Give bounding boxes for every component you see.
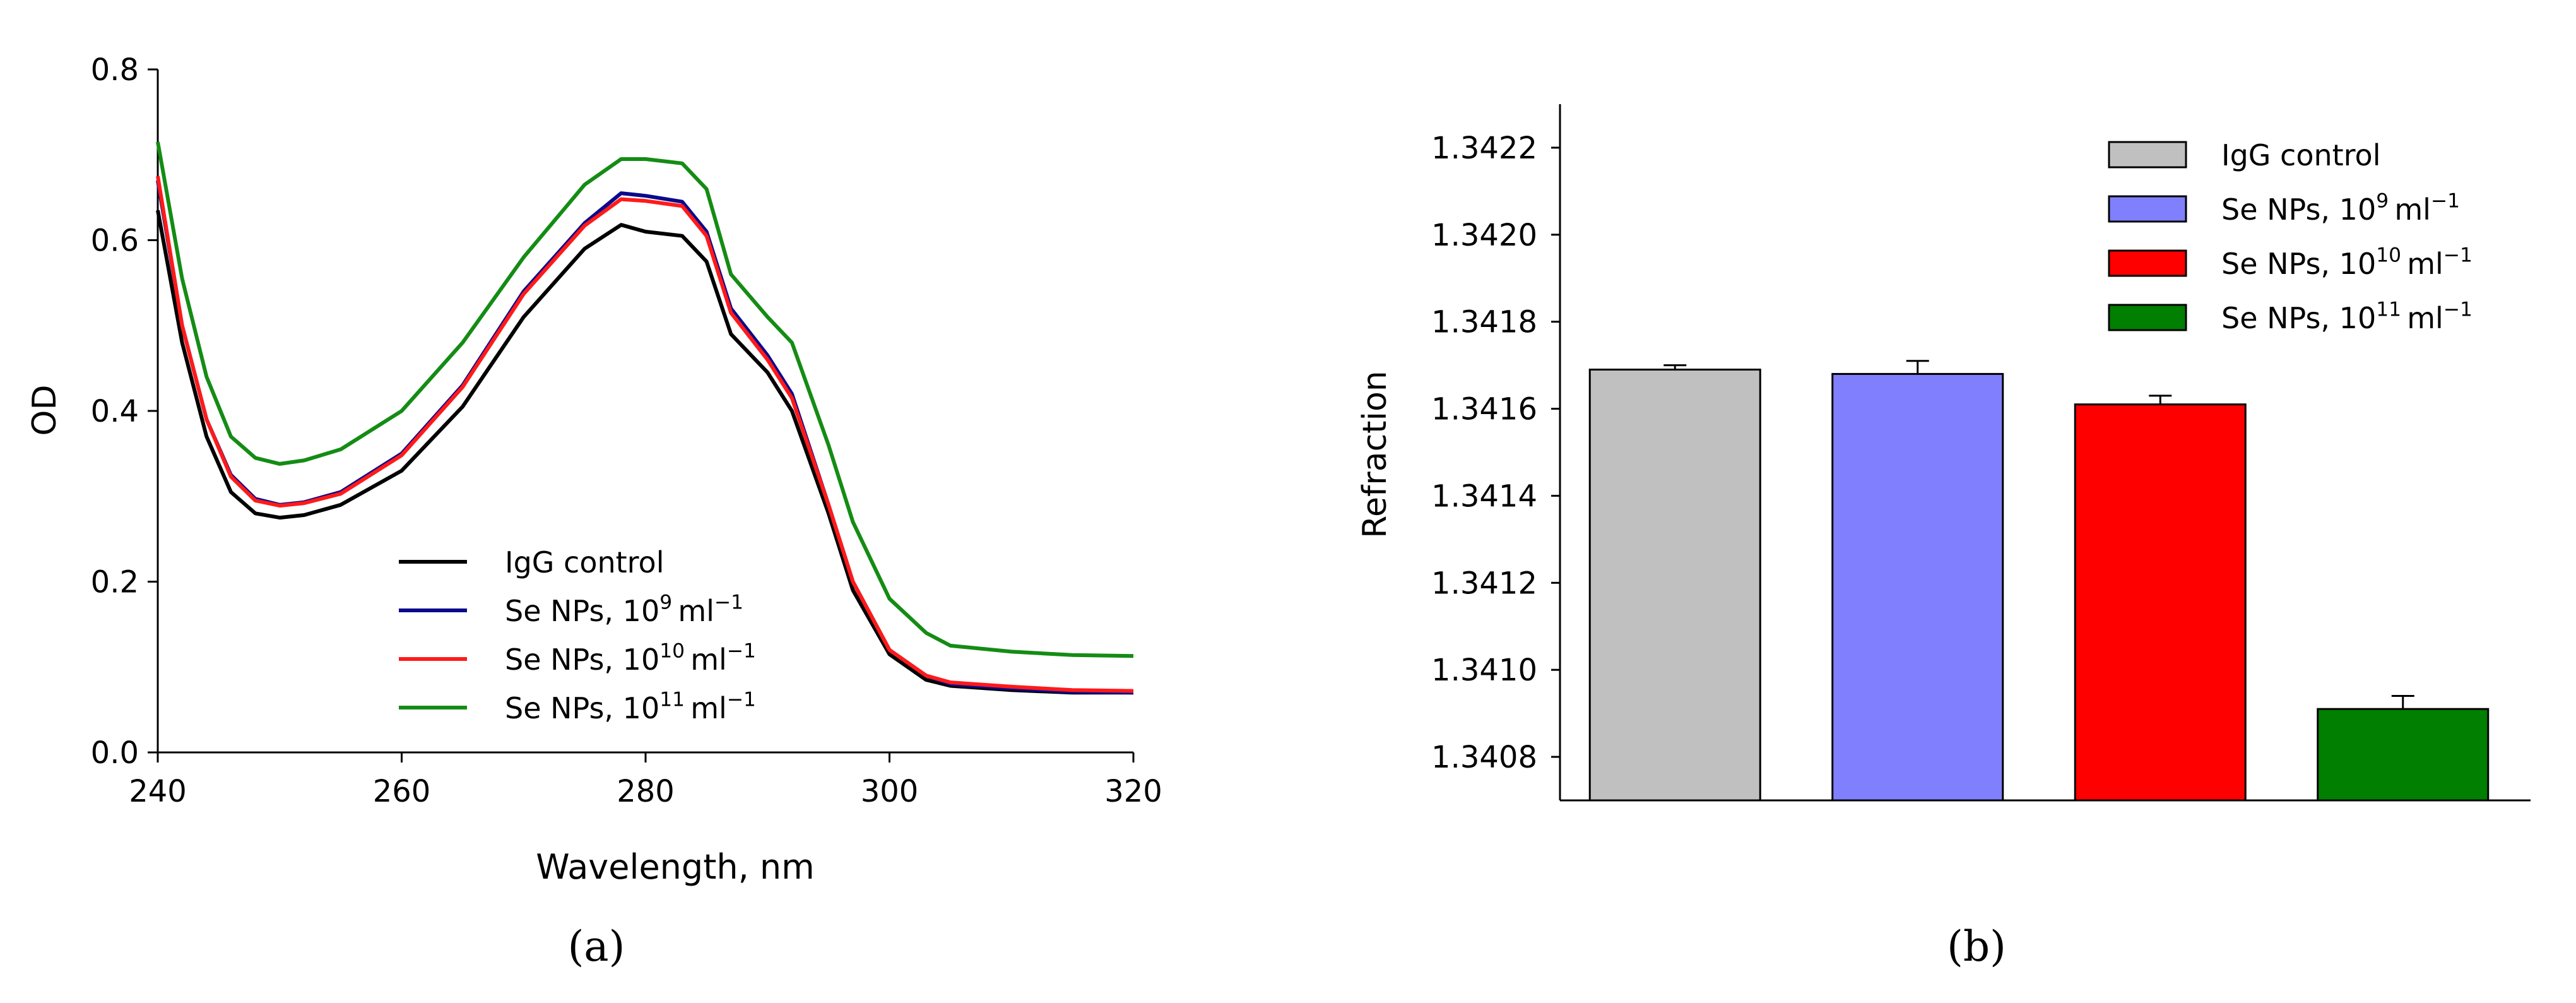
panel-b-legend-label-3: Se NPs, 1010 ml−1 [2221, 244, 2473, 281]
panel-b-legend-label-1: IgG control [2221, 138, 2380, 172]
panel-a-y-tick-label: 0.2 [91, 565, 139, 600]
panel-a-ylabel: OD [26, 385, 64, 436]
panel-b-ylabel: Refraction [1356, 371, 1394, 538]
panel-b-legend-swatch-2 [2109, 196, 2186, 222]
panel-b-legend-swatch-4 [2109, 305, 2186, 330]
panel-a-caption: (a) [568, 922, 625, 971]
panel-b-legend-swatch-3 [2109, 251, 2186, 276]
panel-a-y-tick-label: 0.8 [91, 52, 139, 88]
panel-b-y-tick-label: 1.3422 [1431, 131, 1537, 166]
panel-a-legend-label-1: IgG control [505, 545, 664, 579]
panel-a-legend-label-3: Se NPs, 1010 ml−1 [505, 640, 756, 677]
panel-b-legend-label-2: Se NPs, 109 ml−1 [2221, 190, 2460, 227]
panel-b-y-tick-label: 1.3418 [1431, 305, 1537, 340]
panel-a-y-tick-label: 0.6 [91, 223, 139, 259]
panel-a-x-tick-label: 300 [861, 774, 919, 809]
panel-a-x-tick-label: 260 [373, 774, 431, 809]
panel-b-y-tick-label: 1.3414 [1431, 478, 1537, 514]
panel-b-caption: (b) [1947, 922, 2006, 971]
panel-b-legend-label-4: Se NPs, 1011 ml−1 [2221, 299, 2473, 335]
panel-b-bar-1 [1590, 370, 1760, 800]
panel-a-legend-label-2: Se NPs, 109 ml−1 [505, 591, 743, 628]
panel-b-y-tick-label: 1.3410 [1431, 653, 1537, 688]
panel-a-x-tick-label: 320 [1104, 774, 1162, 809]
panel-a-legend-label-4: Se NPs, 1011 ml−1 [505, 689, 756, 725]
panel-b-y-tick-label: 1.3416 [1431, 392, 1537, 427]
panel-b-bar-3 [2075, 405, 2245, 800]
panel-b-bar-chart: Refraction (b) 1.3408 1.3410 1.3412 1.3414 1… [1356, 104, 2531, 971]
panel-b-y-tick-label: 1.3420 [1431, 218, 1537, 253]
panel-a-y-tick-label: 0.4 [91, 394, 139, 429]
panel-b-y-tick-label: 1.3408 [1431, 740, 1537, 775]
panel-b-y-tick-label: 1.3412 [1431, 566, 1537, 601]
panel-b-bar-2 [1833, 374, 2003, 800]
panel-a-line-chart: OD Wavelength, nm (a) 0.0 0.2 0.4 0.6 0.8 240… [26, 52, 1162, 971]
panel-b-legend-swatch-1 [2109, 142, 2186, 167]
panel-b-bar-4 [2318, 709, 2488, 800]
panel-a-x-tick-label: 280 [617, 774, 675, 809]
panel-a-x-tick-label: 240 [129, 774, 187, 809]
panel-a-y-tick-label: 0.0 [91, 735, 139, 771]
panel-a-xlabel: Wavelength, nm [536, 847, 815, 887]
